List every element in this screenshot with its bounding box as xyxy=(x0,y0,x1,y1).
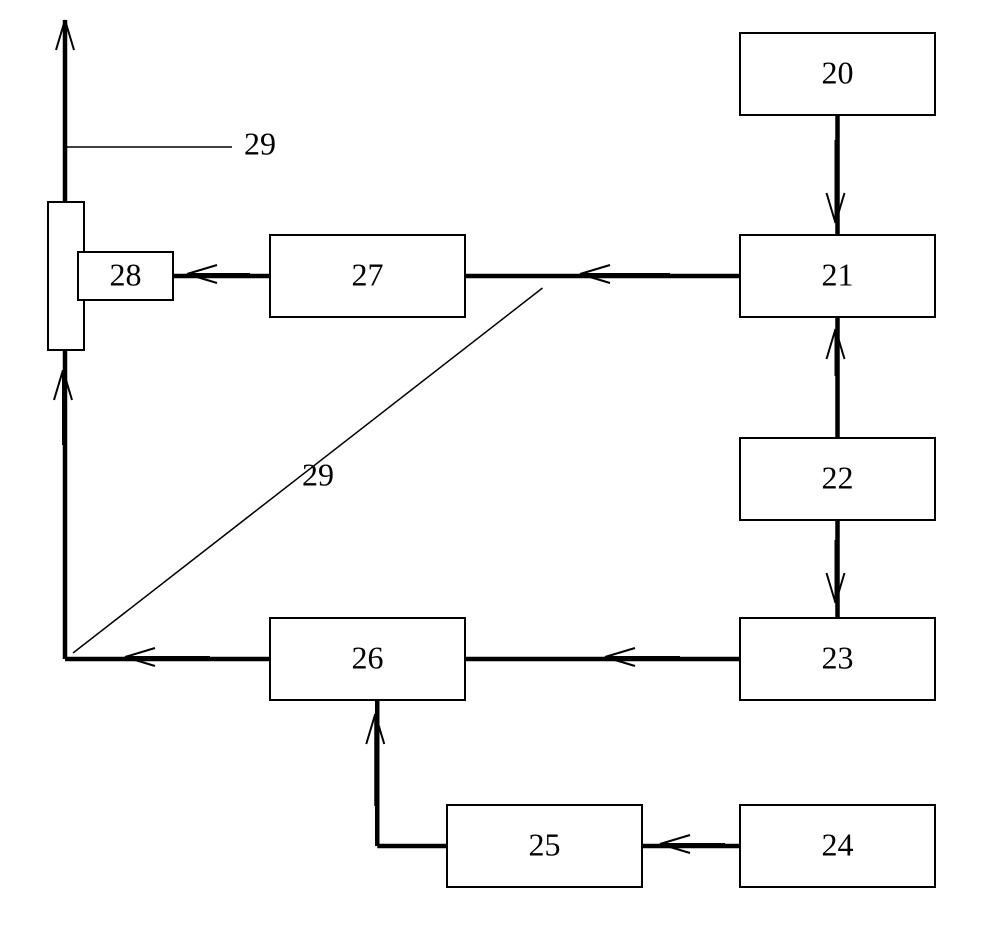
label-l29a: 29 xyxy=(244,125,276,161)
node-20-label: 20 xyxy=(822,54,854,90)
arrow-20-21-head xyxy=(827,193,836,223)
node-24-label: 24 xyxy=(822,826,854,862)
arrow-26-pipe-head xyxy=(125,648,155,657)
label-l29b: 29 xyxy=(302,456,334,492)
arrow-25-26-head xyxy=(366,714,375,744)
arrow-22-23-head xyxy=(827,573,836,603)
node-23-label: 23 xyxy=(822,639,854,675)
arrow-21-27-head xyxy=(580,265,610,274)
arrow-23-26-head xyxy=(605,648,635,657)
arrow-22-21-head xyxy=(827,329,836,359)
node-27-label: 27 xyxy=(352,256,384,292)
node-25-label: 25 xyxy=(529,826,561,862)
node-22-label: 22 xyxy=(822,459,854,495)
node-26-label: 26 xyxy=(352,639,384,675)
arrow-27-28-head xyxy=(187,265,217,274)
node-21-label: 21 xyxy=(822,256,854,292)
arrow-pipe-up-head xyxy=(54,370,63,400)
node-28-label: 28 xyxy=(110,256,142,292)
arrow-24-25-head xyxy=(660,835,690,844)
